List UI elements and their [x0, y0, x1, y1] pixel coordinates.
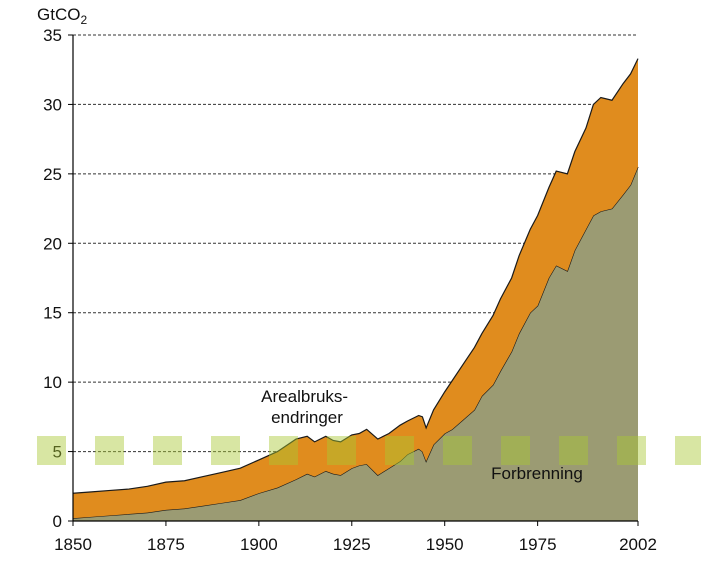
x-tick-label-2002: 2002	[619, 535, 657, 554]
x-tick-label-1950: 1950	[426, 535, 464, 554]
watermark-dash-8	[443, 436, 472, 465]
annotation-forbrenning: Forbrenning	[491, 464, 583, 483]
axes	[68, 34, 639, 526]
watermark-dash-4	[211, 436, 240, 465]
watermark-dash-3	[153, 436, 182, 465]
area-series-layer	[72, 58, 639, 521]
watermark-dash-7	[385, 436, 414, 465]
area-outline-arealbruksendringer	[72, 58, 639, 494]
y-tick-label-15: 15	[43, 304, 62, 323]
watermark-dash-9	[501, 436, 530, 465]
y-tick-label-35: 35	[43, 26, 62, 45]
watermark-dash-5	[269, 436, 298, 465]
y-axis-unit-subscript: 2	[80, 13, 87, 27]
area-arealbruksendringer	[73, 58, 638, 519]
x-tick-label-1975: 1975	[519, 535, 557, 554]
watermark-dash-1	[37, 436, 66, 465]
watermark-dash-12	[675, 436, 701, 465]
watermark-dash-10	[559, 436, 588, 465]
y-tick-label-30: 30	[43, 95, 62, 114]
y-tick-label-5: 5	[53, 443, 62, 462]
annotation-arealbruksendringer-line-1: Arealbruks-	[261, 387, 348, 406]
annotation-arealbruksendringer-line-2: endringer	[271, 408, 343, 427]
y-tick-label-0: 0	[53, 512, 62, 531]
watermark-dash-2	[95, 436, 124, 465]
x-tick-label-1900: 1900	[240, 535, 278, 554]
x-tick-label-1925: 1925	[333, 535, 371, 554]
watermark-dash-6	[327, 436, 356, 465]
y-tick-label-20: 20	[43, 234, 62, 253]
area-forbrenning	[73, 166, 638, 521]
tick-labels: 0 5 10 15 20 25 30 35 1850 1875 1900 1925 1950 1975 20…	[43, 26, 657, 554]
y-axis-unit-label: GtCO2	[37, 5, 87, 27]
x-tick-label-1875: 1875	[147, 535, 185, 554]
y-tick-label-25: 25	[43, 165, 62, 184]
watermark-dash-band	[37, 436, 701, 465]
watermark-dash-11	[617, 436, 646, 465]
annotation-forbrenning-line-1: Forbrenning	[491, 464, 583, 483]
y-axis-unit-main: GtCO	[37, 5, 80, 24]
x-tick-label-1850: 1850	[54, 535, 92, 554]
y-tick-label-10: 10	[43, 373, 62, 392]
annotation-arealbruksendringer: Arealbruks- endringer	[261, 387, 353, 427]
